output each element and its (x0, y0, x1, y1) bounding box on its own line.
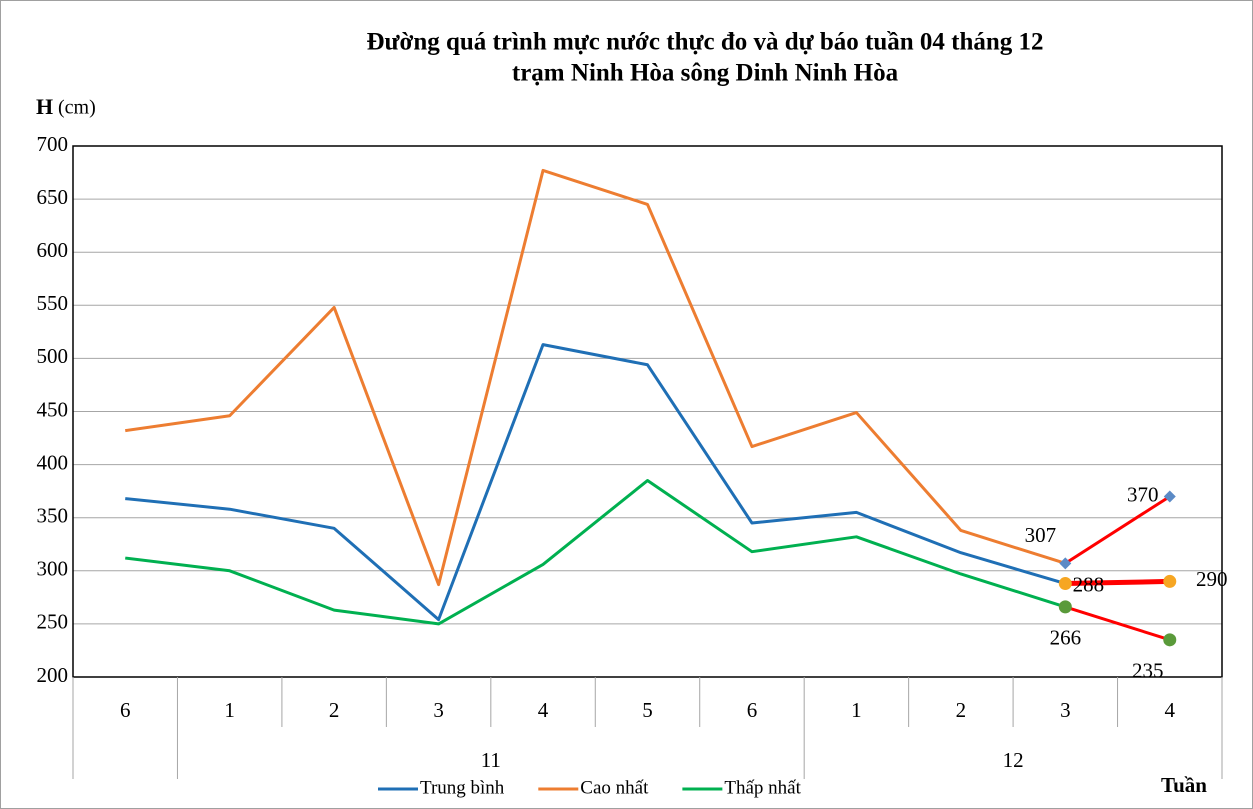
y-tick-label: 200 (37, 663, 69, 687)
data-label: 370 (1127, 482, 1159, 506)
x-tick-label: 5 (642, 698, 653, 722)
x-tick-label: 6 (747, 698, 758, 722)
data-label: 288 (1073, 572, 1105, 596)
y-tick-label: 350 (37, 504, 69, 528)
x-axis-label: Tuần (1161, 773, 1207, 797)
x-tick-label: 1 (851, 698, 862, 722)
x-group-label: 11 (481, 748, 501, 772)
y-tick-label: 650 (37, 185, 69, 209)
x-tick-label: 3 (1060, 698, 1071, 722)
x-group-label: 12 (1003, 748, 1024, 772)
x-tick-label: 2 (329, 698, 340, 722)
y-axis-label: H (36, 94, 53, 119)
data-label: 235 (1132, 659, 1164, 683)
x-tick-label: 1 (224, 698, 235, 722)
y-tick-label: 550 (37, 291, 69, 315)
x-tick-label: 3 (433, 698, 444, 722)
y-tick-label: 700 (37, 132, 69, 156)
series-line (1064, 495, 1171, 565)
series-line (1065, 578, 1170, 587)
y-tick-label: 300 (37, 557, 69, 581)
x-tick-label: 4 (538, 698, 549, 722)
marker (1163, 574, 1177, 588)
x-tick-label: 4 (1165, 698, 1176, 722)
y-tick-label: 500 (37, 344, 69, 368)
series-line (125, 479, 1066, 626)
x-tick-label: 2 (956, 698, 967, 722)
series-line (1064, 605, 1171, 642)
plot-border (72, 145, 1223, 678)
data-label: 307 (1025, 523, 1057, 547)
series-line (125, 343, 1066, 622)
y-tick-label: 250 (37, 610, 69, 634)
chart-subtitle: trạm Ninh Hòa sông Dinh Ninh Hòa (512, 60, 899, 87)
legend-label: Trung bình (420, 777, 505, 798)
marker (1163, 490, 1176, 503)
marker (1163, 633, 1177, 647)
legend-label: Thấp nhất (724, 777, 801, 798)
series-line (125, 168, 1066, 587)
marker (1058, 577, 1072, 591)
data-label: 290 (1196, 567, 1228, 591)
marker (1058, 600, 1072, 614)
legend-label: Cao nhất (580, 777, 649, 798)
y-tick-label: 400 (37, 450, 69, 474)
marker (1059, 557, 1072, 570)
y-axis-unit: (cm) (58, 97, 96, 119)
data-label: 266 (1050, 626, 1082, 650)
y-tick-label: 600 (37, 238, 69, 262)
chart-title: Đường quá trình mực nước thực đo và dự b… (366, 29, 1043, 56)
y-tick-label: 450 (37, 397, 69, 421)
x-tick-label: 6 (120, 698, 131, 722)
